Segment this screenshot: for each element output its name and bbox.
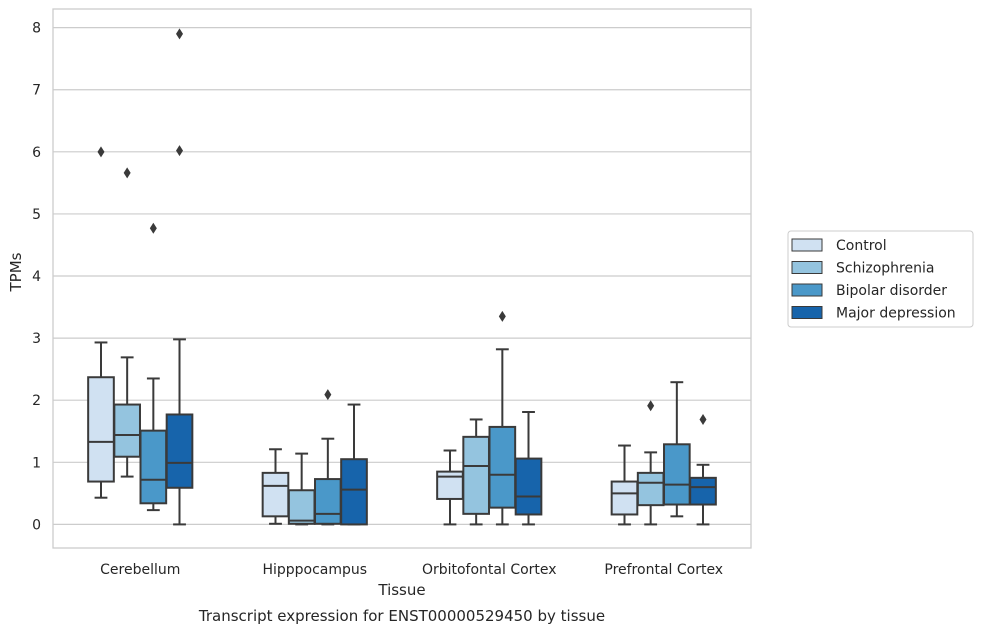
y-tick-label: 8 bbox=[32, 21, 41, 37]
box-body bbox=[462, 435, 490, 515]
outlier-point bbox=[324, 389, 332, 401]
x-tick-label: Cerebellum bbox=[100, 562, 180, 578]
box-2-2 bbox=[488, 310, 517, 526]
outlier-point bbox=[699, 413, 707, 425]
legend-swatch bbox=[791, 261, 823, 274]
y-tick-labels: 0 1 2 3 4 5 6 7 8 bbox=[32, 21, 41, 534]
outlier-point bbox=[498, 310, 506, 322]
legend-label: Control bbox=[836, 238, 887, 254]
box-2-0 bbox=[139, 222, 168, 512]
y-tick-label: 3 bbox=[32, 331, 41, 347]
chart-caption: Transcript expression for ENST0000052945… bbox=[198, 607, 605, 625]
x-tick-label: Prefrontal Cortex bbox=[604, 562, 723, 578]
x-tick-label: Hipppocampus bbox=[262, 562, 367, 578]
plot-frame bbox=[52, 8, 752, 549]
box-2-3 bbox=[663, 381, 691, 518]
box-3-2 bbox=[514, 411, 543, 526]
outlier-point bbox=[176, 145, 184, 157]
y-tick-label: 2 bbox=[32, 393, 41, 409]
legend-item: Control bbox=[791, 238, 887, 254]
box-0-3 bbox=[610, 444, 639, 526]
legend-label: Bipolar disorder bbox=[836, 283, 947, 299]
outlier-point bbox=[176, 28, 184, 40]
x-tick-label: Orbitofontal Cortex bbox=[422, 562, 557, 578]
y-tick-label: 6 bbox=[32, 145, 41, 161]
outlier-point bbox=[647, 400, 655, 412]
box-3-3 bbox=[689, 413, 717, 526]
legend-swatch bbox=[791, 238, 823, 252]
legend-swatch bbox=[791, 283, 823, 297]
x-axis-label: Tissue bbox=[377, 581, 425, 599]
box-2-1 bbox=[314, 389, 342, 526]
box-body bbox=[165, 413, 194, 489]
box-1-0 bbox=[113, 167, 141, 478]
box-body bbox=[488, 425, 517, 509]
legend-swatch bbox=[791, 306, 823, 319]
y-tick-label: 5 bbox=[32, 207, 41, 223]
y-tick-label: 7 bbox=[32, 83, 41, 99]
legend-item: Bipolar disorder bbox=[791, 283, 947, 299]
box-body bbox=[87, 376, 115, 483]
box-body bbox=[514, 457, 543, 516]
box-body bbox=[663, 443, 691, 506]
box-1-2 bbox=[462, 418, 490, 526]
legend-item: Schizophrenia bbox=[791, 261, 934, 277]
y-axis-label: TPMs bbox=[7, 252, 25, 292]
box-body bbox=[689, 476, 717, 506]
y-tick-label: 1 bbox=[32, 455, 41, 471]
legend-label: Major depression bbox=[836, 306, 956, 322]
box-1-1 bbox=[287, 452, 316, 526]
box-body bbox=[287, 489, 316, 525]
box-3-1 bbox=[340, 403, 368, 526]
box-body bbox=[636, 471, 665, 507]
box-body bbox=[314, 478, 342, 525]
y-tick-label: 4 bbox=[32, 269, 41, 285]
box-0-0 bbox=[87, 146, 115, 499]
x-tick-labels: Cerebellum Hipppocampus Orbitofontal Corte… bbox=[100, 562, 723, 578]
box-1-3 bbox=[636, 400, 665, 526]
box-body bbox=[610, 480, 639, 516]
box-groups bbox=[87, 28, 717, 526]
box-0-2 bbox=[436, 449, 464, 526]
box-body bbox=[113, 403, 141, 458]
outlier-point bbox=[149, 222, 157, 234]
outlier-point bbox=[123, 167, 131, 179]
outlier-point bbox=[97, 146, 105, 158]
y-tick-label: 0 bbox=[32, 517, 41, 533]
box-3-0 bbox=[165, 28, 194, 526]
legend-item: Major depression bbox=[791, 306, 956, 322]
box-body bbox=[340, 458, 368, 526]
box-0-1 bbox=[261, 448, 290, 525]
legend: Control Schizophrenia Bipolar disorder Majo… bbox=[787, 230, 974, 328]
box-body bbox=[139, 429, 168, 505]
legend-frame bbox=[787, 230, 974, 328]
box-body bbox=[261, 471, 290, 518]
legend-label: Schizophrenia bbox=[836, 261, 934, 277]
